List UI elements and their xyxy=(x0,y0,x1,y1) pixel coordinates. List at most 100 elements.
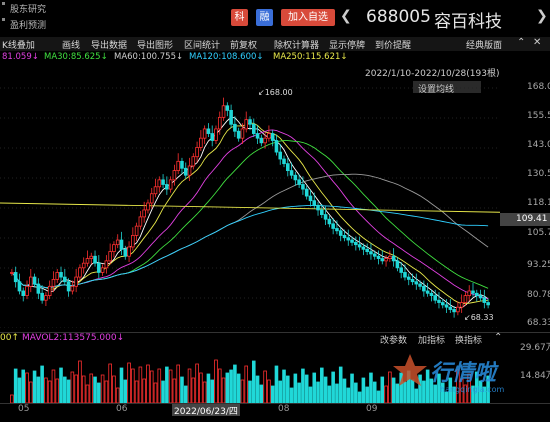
set-ma-button-bg[interactable] xyxy=(413,81,481,93)
candle-body xyxy=(21,290,26,296)
candle-body xyxy=(93,255,97,264)
volume-bar xyxy=(66,379,71,403)
candle-body xyxy=(274,140,279,153)
volume-bar xyxy=(248,380,252,403)
toolbar-classic-layout[interactable]: 经典版面 xyxy=(466,41,503,51)
volume-bar xyxy=(448,377,453,403)
watermark-logo-icon xyxy=(392,352,428,388)
candle-body xyxy=(127,246,131,257)
menu-shareholder-research[interactable]: 股东研究 xyxy=(10,5,47,15)
volume-bar xyxy=(180,376,184,403)
volume-bar xyxy=(217,368,222,403)
candle-body xyxy=(25,285,29,296)
vol-tick-1: 29.67万 xyxy=(520,343,550,353)
tag-rong[interactable]: 融 xyxy=(256,9,273,26)
toolbar-close-icon[interactable]: ✕ xyxy=(533,37,542,48)
volume-bar xyxy=(346,387,351,403)
toolbar-kline-overlay[interactable]: K线叠加 xyxy=(2,41,35,51)
volume-bar xyxy=(474,371,479,403)
candle-body xyxy=(202,128,207,139)
x-axis xyxy=(0,403,550,422)
candle-body xyxy=(81,262,86,269)
toolbar-draw-line[interactable]: 画线 xyxy=(62,41,81,51)
volume-bar xyxy=(422,380,426,403)
candle-body xyxy=(440,302,445,306)
volume-bar xyxy=(93,376,97,403)
candle-body xyxy=(13,272,18,283)
volume-bar xyxy=(316,381,320,403)
candle-body xyxy=(418,283,422,287)
volume-bar xyxy=(312,372,317,403)
volume-bar xyxy=(437,373,441,403)
top-bar xyxy=(0,0,550,36)
volume-bar xyxy=(100,374,105,403)
candle-body xyxy=(217,116,222,130)
toolbar-collapse-icon[interactable]: ⌃ xyxy=(517,37,526,48)
volume-header xyxy=(0,332,550,347)
candle-body xyxy=(467,290,472,296)
volume-bar xyxy=(301,368,305,403)
toolbar-show-suspension[interactable]: 显示停牌 xyxy=(329,41,366,51)
toolbar-export-chart[interactable]: 导出图形 xyxy=(137,41,174,51)
toolbar-export-data[interactable]: 导出数据 xyxy=(91,41,128,51)
volume-bar xyxy=(123,379,128,403)
volume-bar xyxy=(51,369,56,403)
volume-bar xyxy=(327,385,332,403)
volume-bar xyxy=(433,384,437,403)
volume-bar xyxy=(225,372,230,403)
candle-body xyxy=(304,188,309,197)
ma120-line xyxy=(11,205,489,289)
watermark-url: hangqingla.com xyxy=(440,385,505,394)
add-indicator-button[interactable]: 加指标 xyxy=(418,336,446,346)
prev-stock-icon[interactable]: ❮ xyxy=(340,8,352,24)
edit-params-button[interactable]: 改参数 xyxy=(380,336,408,346)
volume-bar xyxy=(195,363,199,403)
menu-profit-forecast[interactable]: 盈利预测 xyxy=(10,21,47,31)
volume-bar xyxy=(63,376,67,403)
volume-collapse-icon[interactable]: ⌃ xyxy=(494,332,503,343)
volume-bar xyxy=(274,365,279,403)
candle-body xyxy=(55,272,60,280)
candle-body xyxy=(384,258,388,262)
candle-body xyxy=(229,110,233,125)
x-date-highlight: 2022/06/23/四 xyxy=(172,404,240,417)
candle-body xyxy=(357,244,362,248)
price-tick-7: 93.25 xyxy=(527,260,550,270)
set-ma-button[interactable]: 设置均线 xyxy=(418,85,455,95)
candle-body xyxy=(482,297,487,303)
candle-body xyxy=(51,278,56,287)
volume-bar xyxy=(10,394,14,403)
candle-body xyxy=(395,260,400,269)
candle-body xyxy=(191,156,196,167)
candle-body xyxy=(361,246,366,250)
volume-bar xyxy=(59,367,63,403)
candle-body xyxy=(138,216,143,227)
volume-bar xyxy=(112,375,116,403)
candle-body xyxy=(452,309,456,313)
candle-body xyxy=(44,295,48,301)
switch-indicator-button[interactable]: 换指标 xyxy=(455,336,483,346)
next-stock-icon[interactable]: ❯ xyxy=(536,8,548,24)
tag-ke[interactable]: 科 xyxy=(231,9,248,26)
price-axis xyxy=(500,64,550,334)
candlestick-chart[interactable] xyxy=(0,78,500,328)
candle-body xyxy=(59,272,63,278)
volume-bar xyxy=(127,362,131,403)
volume-bar xyxy=(47,380,52,403)
volume-bar xyxy=(444,391,449,403)
candle-body xyxy=(388,255,392,259)
volume-bar xyxy=(369,372,373,403)
volume-bar xyxy=(153,382,158,403)
candle-body xyxy=(410,278,415,283)
volume-bar xyxy=(399,372,403,403)
toolbar-range-stats[interactable]: 区间统计 xyxy=(184,41,221,51)
toolbar-exright-calc[interactable]: 除权计算器 xyxy=(274,41,320,51)
volume-bar xyxy=(365,386,369,403)
add-watchlist-button[interactable]: 加入自选 xyxy=(281,9,335,26)
price-tick-8: 80.78 xyxy=(527,290,550,300)
candle-body xyxy=(17,281,22,292)
toolbar-price-alert[interactable]: 到价提醒 xyxy=(375,41,412,51)
toolbar-forward-adjust[interactable]: 前复权 xyxy=(230,41,258,51)
candle-body xyxy=(78,267,82,278)
candle-body xyxy=(259,137,264,144)
